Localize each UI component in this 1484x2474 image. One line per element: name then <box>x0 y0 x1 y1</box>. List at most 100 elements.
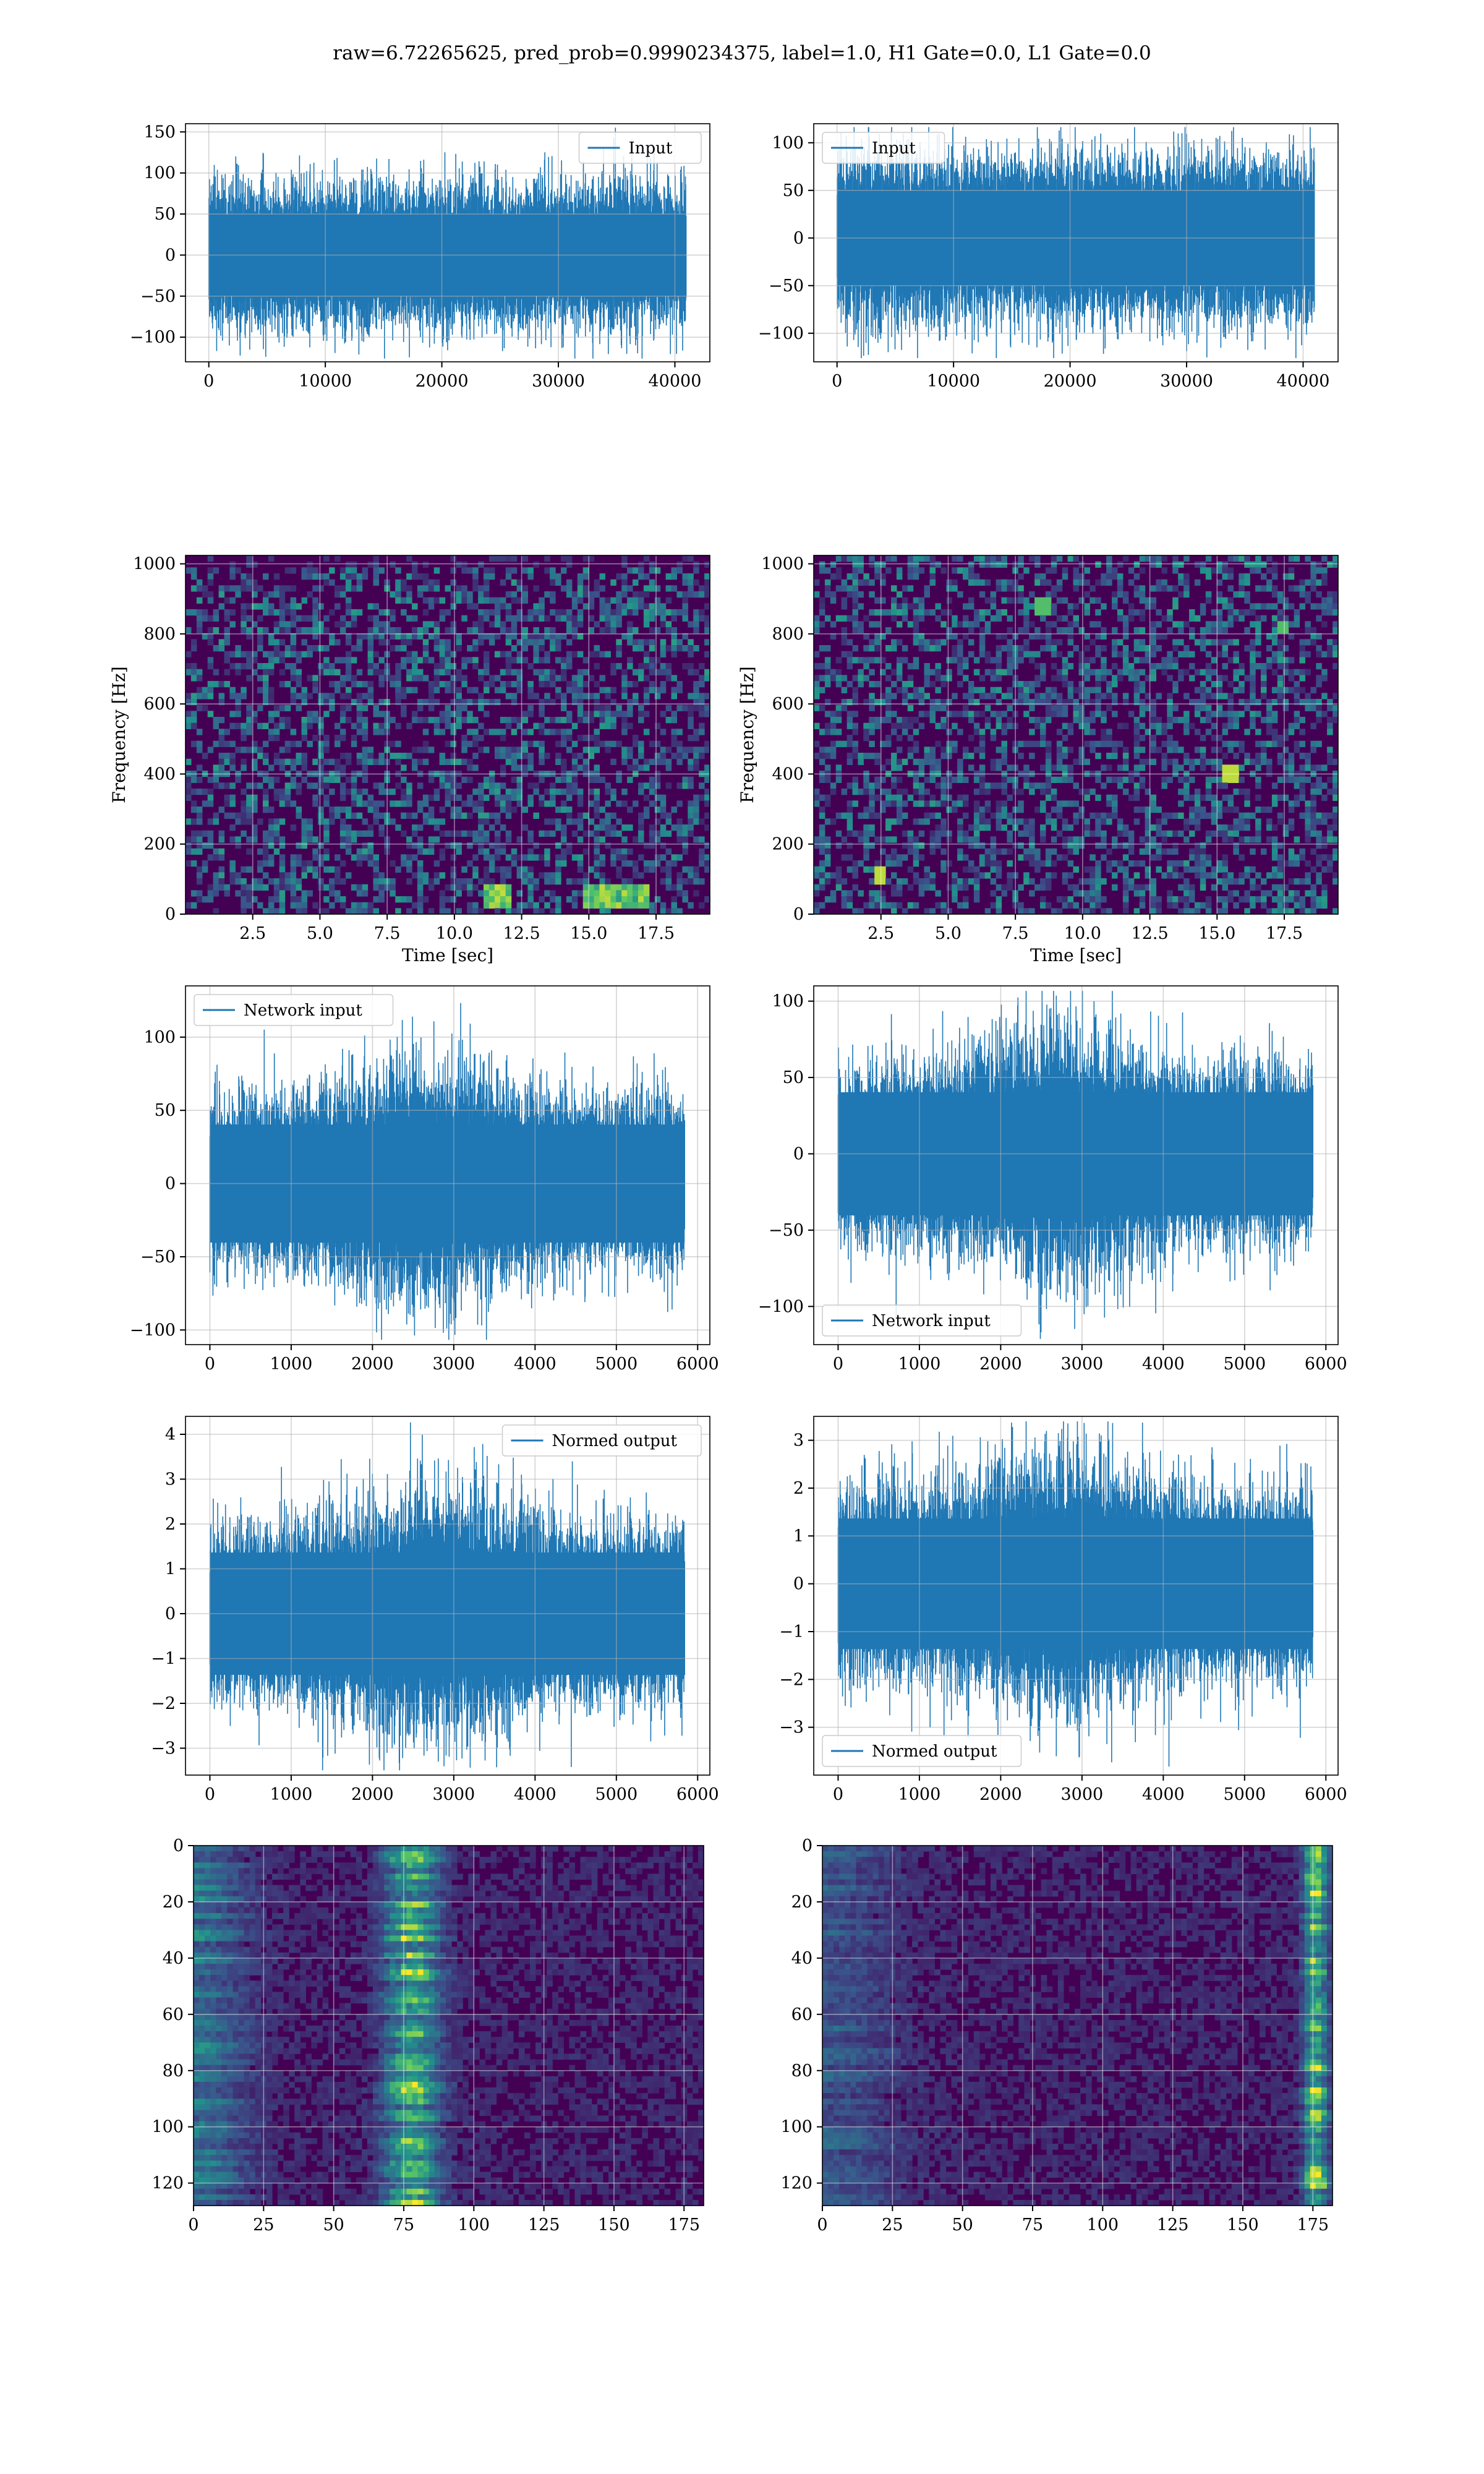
heatmap-cell <box>1128 609 1135 616</box>
heatmap-cell <box>439 854 446 861</box>
heatmap-cell <box>273 585 280 592</box>
heatmap-cell <box>599 627 606 634</box>
heatmap-cell <box>693 567 699 574</box>
heatmap-cell <box>422 740 429 747</box>
heatmap-cell <box>1161 764 1167 771</box>
heatmap-cell <box>307 866 313 873</box>
heatmap-cell <box>1133 789 1140 795</box>
heatmap-cell <box>627 585 633 592</box>
heatmap-cell <box>968 860 974 867</box>
heatmap-cell <box>880 866 886 873</box>
heatmap-cell <box>494 800 501 807</box>
heatmap-cell <box>863 807 869 813</box>
heatmap-cell <box>384 717 390 724</box>
heatmap-cell <box>869 789 875 795</box>
heatmap-cell <box>401 830 407 837</box>
heatmap-cell <box>484 711 490 717</box>
heatmap-cell <box>428 842 435 849</box>
heatmap-cell <box>665 675 672 682</box>
heatmap-cell <box>484 878 490 885</box>
heatmap-cell <box>1222 675 1229 682</box>
heatmap-cell <box>1001 693 1008 700</box>
heatmap-cell <box>699 704 705 711</box>
heatmap-cell <box>621 681 628 688</box>
heatmap-cell <box>929 669 936 675</box>
heatmap-cell <box>362 818 369 825</box>
heatmap-cell <box>918 818 925 825</box>
heatmap-cell <box>1062 675 1068 682</box>
heatmap-cell <box>1045 687 1052 693</box>
heatmap-cell <box>1084 657 1090 664</box>
heatmap-cell <box>1095 579 1101 586</box>
heatmap-cell <box>1018 854 1024 861</box>
heatmap-cell <box>594 585 600 592</box>
heatmap-cell <box>439 657 446 664</box>
heatmap-cell <box>516 854 523 861</box>
heatmap-cell <box>395 782 401 789</box>
heatmap-cell <box>433 633 440 640</box>
heatmap-cell <box>605 609 611 616</box>
heatmap-cell <box>284 717 291 724</box>
heatmap-cell <box>594 866 600 873</box>
heatmap-cell <box>384 776 390 783</box>
heatmap-cell <box>301 872 308 879</box>
heatmap-cell <box>599 884 606 891</box>
heatmap-cell <box>450 729 457 735</box>
heatmap-cell <box>273 758 280 765</box>
heatmap-cell <box>1084 722 1090 729</box>
heatmap-cell <box>290 800 297 807</box>
heatmap-cell <box>1095 693 1101 700</box>
heatmap-cell <box>1112 603 1118 610</box>
heatmap-cell <box>505 872 512 879</box>
heatmap-cell <box>555 854 561 861</box>
heatmap-cell <box>1112 836 1118 843</box>
heatmap-cell <box>896 717 903 724</box>
heatmap-cell <box>301 735 308 742</box>
heatmap-cell <box>896 603 903 610</box>
x-tick-label: 2.5 <box>239 924 266 943</box>
heatmap-cell <box>1084 789 1090 795</box>
heatmap-cell <box>307 818 313 825</box>
heatmap-cell <box>1233 651 1239 657</box>
heatmap-cell <box>335 585 341 592</box>
heatmap-cell <box>186 794 192 801</box>
heatmap-cell <box>599 573 606 580</box>
heatmap-cell <box>846 824 853 831</box>
heatmap-cell <box>1012 585 1018 592</box>
heatmap-cell <box>846 735 853 742</box>
heatmap-cell <box>555 818 561 825</box>
heatmap-cell <box>979 807 986 813</box>
heatmap-cell <box>467 758 473 765</box>
heatmap-cell <box>1029 603 1035 610</box>
heatmap-cell <box>621 573 628 580</box>
heatmap-cell <box>339 567 346 574</box>
heatmap-cell <box>263 609 269 616</box>
heatmap-cell <box>439 776 446 783</box>
heatmap-cell <box>1216 896 1223 903</box>
heatmap-cell <box>511 854 518 861</box>
heatmap-cell <box>478 747 484 753</box>
heatmap-cell <box>1211 830 1217 837</box>
heatmap-cell <box>1084 645 1090 652</box>
heatmap-cell <box>577 579 584 586</box>
heatmap-cell <box>990 842 997 849</box>
heatmap-cell <box>1029 633 1035 640</box>
heatmap-cell <box>874 860 881 867</box>
heatmap-cell <box>345 830 352 837</box>
heatmap-cell <box>819 621 825 628</box>
heatmap-cell <box>996 800 1002 807</box>
heatmap-cell <box>1216 579 1223 586</box>
heatmap-cell <box>940 681 947 688</box>
heatmap-cell <box>566 818 573 825</box>
heatmap-cell <box>907 830 914 837</box>
heatmap-cell <box>511 591 518 598</box>
heatmap-cell <box>1051 807 1057 813</box>
heatmap-cell <box>1040 579 1046 586</box>
heatmap-cell <box>940 753 947 760</box>
heatmap-cell <box>235 890 241 897</box>
heatmap-cell <box>263 771 269 777</box>
heatmap-cell <box>1023 681 1030 688</box>
heatmap-cell <box>1139 699 1146 706</box>
heatmap-cell <box>946 771 952 777</box>
heatmap-cell <box>599 609 606 616</box>
